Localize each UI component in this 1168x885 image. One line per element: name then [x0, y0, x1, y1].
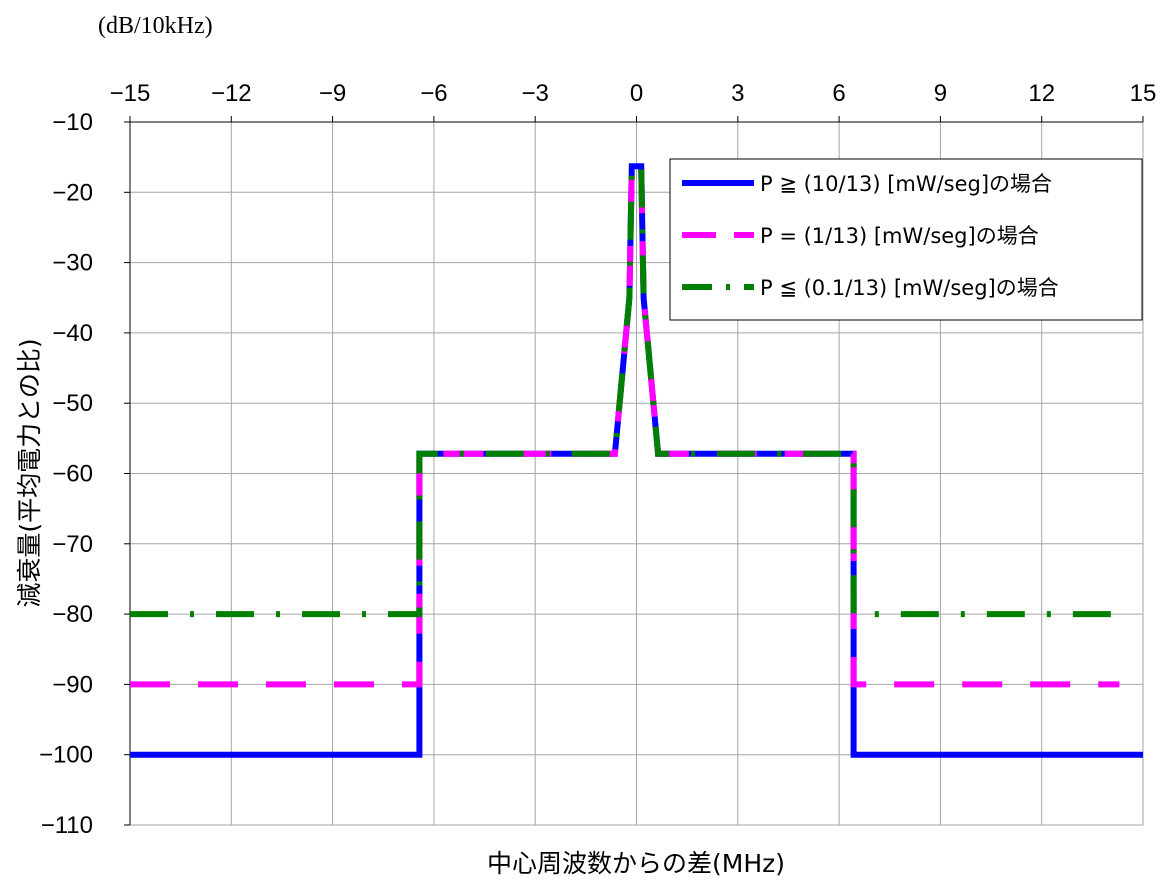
plot-frame [124, 116, 1144, 826]
y-tick-label: −110 [41, 812, 93, 839]
y-tick-labels: −10 −20 −30 −40 −50 −60 −70 −80 −90 −100 −110 [39, 109, 93, 839]
y-tick-label: −100 [39, 742, 93, 769]
y-tick-label: −20 [52, 179, 93, 206]
x-tick-label: −15 [110, 80, 151, 107]
legend-label-3: P ≦ (0.1/13) [mW/seg]の場合 [760, 276, 1059, 300]
x-tick-label: 6 [832, 80, 845, 107]
y-tick-label: −10 [52, 109, 93, 136]
x-tick-label: −12 [211, 80, 252, 107]
x-tick-label: −6 [420, 80, 447, 107]
x-tick-label: 15 [1130, 80, 1157, 107]
y-tick-label: −90 [52, 671, 93, 698]
x-tick-label: −9 [319, 80, 346, 107]
x-tick-labels: −15 −12 −9 −6 −3 0 3 6 9 12 15 [110, 80, 1157, 107]
y-tick-label: −50 [52, 390, 93, 417]
x-tick-label: 0 [630, 80, 643, 107]
y-tick-label: −30 [52, 250, 93, 277]
legend-label-1: P ≧ (10/13) [mW/seg]の場合 [760, 172, 1052, 196]
x-tick-label: 12 [1028, 80, 1055, 107]
unit-label: (dB/10kHz) [98, 13, 213, 39]
x-tick-label: −3 [522, 80, 549, 107]
legend-label-2: P = (1/13) [mW/seg]の場合 [760, 224, 1039, 248]
x-tick-label: 9 [934, 80, 947, 107]
series-layer [130, 163, 1143, 758]
y-axis-title: 減衰量(平均電力との比) [15, 338, 44, 607]
x-tick-label: 3 [731, 80, 744, 107]
x-axis-title: 中心周波数からの差(MHz) [487, 849, 785, 878]
y-tick-label: −80 [52, 601, 93, 628]
y-tick-label: −60 [52, 461, 93, 488]
y-tick-label: −70 [52, 531, 93, 558]
legend: P ≧ (10/13) [mW/seg]の場合 P = (1/13) [mW/se… [669, 158, 1143, 321]
y-tick-label: −40 [52, 320, 93, 347]
